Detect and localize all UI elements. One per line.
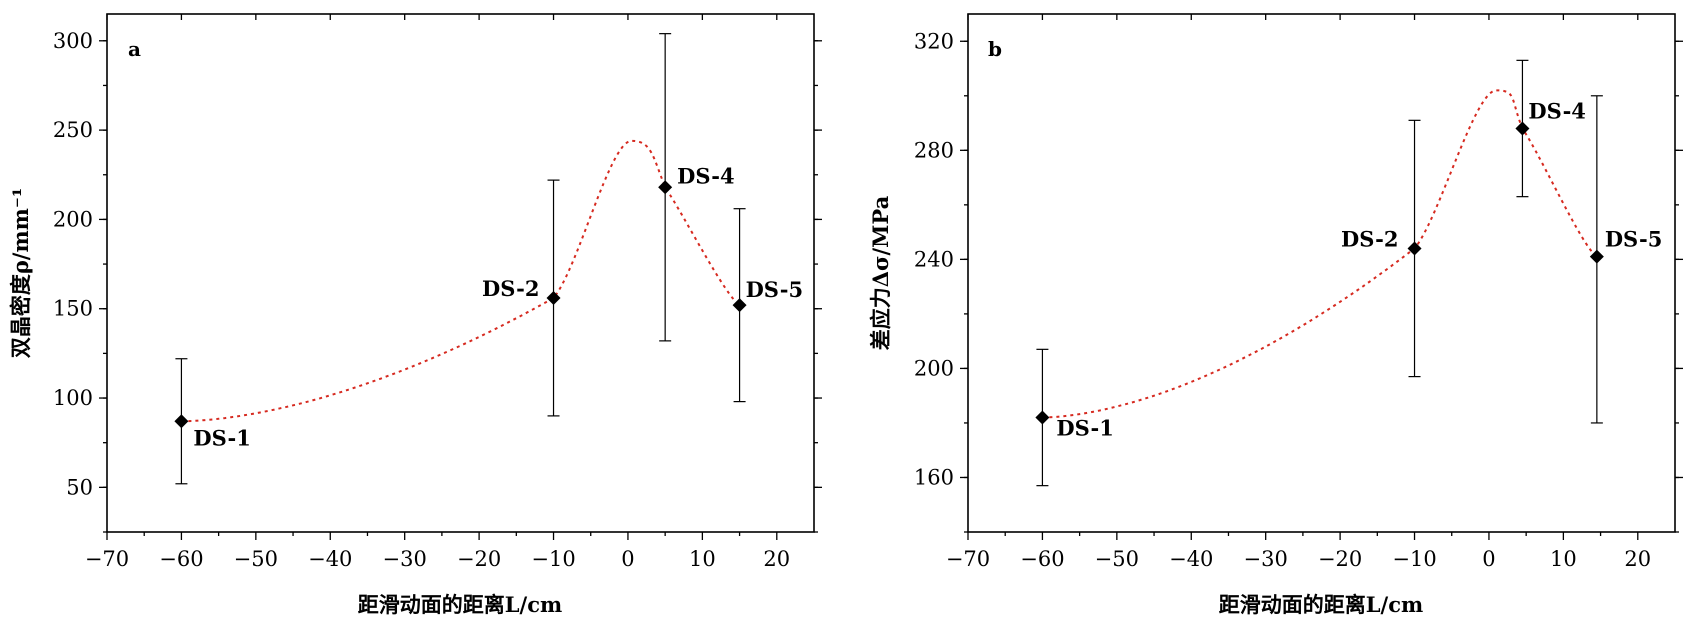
- data-point-ds-1: [174, 414, 189, 429]
- y-tick-label: 200: [53, 207, 93, 231]
- x-tick-label: 0: [621, 547, 634, 571]
- data-point-ds-5: [732, 298, 747, 313]
- point-label: DS-2: [482, 276, 539, 301]
- chart-panel-a: −70 −60 −50 −40 −30 −20 −10 0 10 20 50 100 150 200 250…: [8, 13, 822, 617]
- x-tick-label: −20: [1318, 547, 1362, 571]
- data-point-ds-4: [1515, 121, 1530, 136]
- point-label: DS-2: [1341, 226, 1398, 251]
- x-tick-label: 20: [763, 547, 790, 571]
- plot-frame-a: [106, 13, 815, 533]
- data-point-ds-1: [1035, 410, 1050, 425]
- data-point-ds-4: [658, 180, 673, 195]
- y-tick-label: 200: [914, 356, 954, 380]
- y-tick-label: 300: [53, 29, 93, 53]
- y-tick-label: 250: [53, 118, 93, 142]
- plot-frame-b: [967, 13, 1676, 533]
- fit-curve: [1042, 89, 1598, 419]
- data-point-ds-2: [1407, 241, 1422, 256]
- point-label: DS-1: [1056, 415, 1113, 440]
- x-tick-label: −30: [1244, 547, 1288, 571]
- x-tick-label: 10: [689, 547, 716, 571]
- x-tick-label: −70: [85, 547, 129, 571]
- x-tick-label: −10: [531, 547, 575, 571]
- y-tick-label: 150: [53, 297, 93, 321]
- point-label: DS-1: [193, 425, 250, 450]
- y-tick-label: 240: [914, 247, 954, 271]
- y-tick-label: 160: [914, 465, 954, 489]
- y-axis-title-b: 差应力Δσ/MPa: [868, 195, 893, 350]
- x-tick-label: 20: [1624, 547, 1651, 571]
- x-tick-label: −50: [1095, 547, 1139, 571]
- point-label: DS-4: [1528, 99, 1585, 124]
- x-tick-label: −70: [946, 547, 990, 571]
- y-tick-label: 320: [914, 29, 954, 53]
- data-point-ds-5: [1589, 249, 1604, 264]
- x-tick-label: 10: [1550, 547, 1577, 571]
- x-tick-label: −50: [234, 547, 278, 571]
- chart-panel-b: −70 −60 −50 −40 −30 −20 −10 0 10 20 160 200 240 280 32…: [868, 13, 1683, 617]
- x-tick-label: −60: [1020, 547, 1064, 571]
- point-label: DS-5: [1605, 227, 1662, 252]
- y-tick-label: 100: [53, 386, 93, 410]
- y-tick-label: 50: [66, 475, 93, 499]
- fit-curve: [181, 139, 741, 423]
- point-label: DS-4: [677, 163, 734, 188]
- y-tick-label: 280: [914, 138, 954, 162]
- point-label: DS-5: [746, 277, 803, 302]
- x-tick-label: −20: [457, 547, 501, 571]
- x-tick-label: 0: [1482, 547, 1495, 571]
- panel-label-b: b: [988, 37, 1002, 61]
- data-point-ds-2: [546, 291, 561, 306]
- x-tick-label: −40: [308, 547, 352, 571]
- x-axis-title-b: 距滑动面的距离L/cm: [1219, 592, 1423, 617]
- x-tick-label: −60: [159, 547, 203, 571]
- x-tick-label: −30: [383, 547, 427, 571]
- y-axis-title-a: 双晶密度ρ/mm⁻¹: [8, 188, 33, 358]
- panel-label-a: a: [128, 37, 141, 61]
- x-tick-label: −10: [1392, 547, 1436, 571]
- x-axis-title-a: 距滑动面的距离L/cm: [358, 592, 562, 617]
- x-tick-label: −40: [1169, 547, 1213, 571]
